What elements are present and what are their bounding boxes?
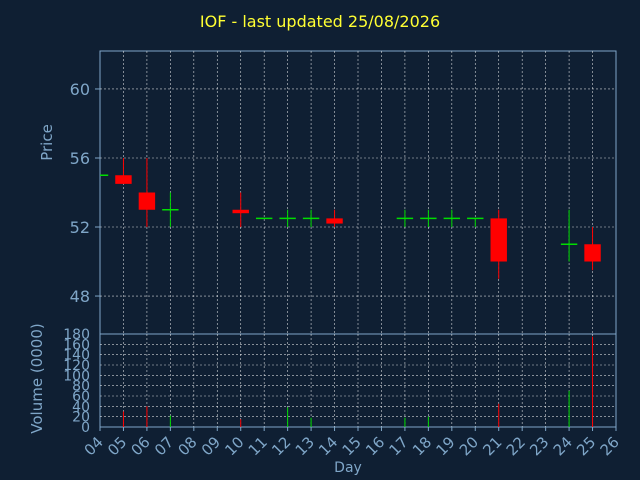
x-tick-label: 23: [526, 433, 552, 459]
x-tick-label: 14: [315, 433, 341, 459]
volume-tick-label: 0: [81, 420, 90, 436]
x-tick-label: 19: [432, 433, 458, 459]
x-tick-label: 12: [268, 433, 294, 459]
x-tick-label: 15: [339, 433, 365, 459]
volume-tick-label: 160: [63, 337, 90, 353]
x-tick-label: 17: [386, 433, 412, 459]
x-tick-label: 06: [128, 433, 154, 459]
volume-axis-label: Volume (0000): [28, 323, 46, 433]
x-tick-label: 07: [151, 433, 177, 459]
x-tick-label: 10: [221, 433, 247, 459]
volume-tick-label: 140: [63, 348, 90, 364]
volume-tick-label: 60: [72, 389, 90, 405]
x-tick-label: 22: [503, 433, 529, 459]
price-tick-label: 60: [70, 80, 90, 99]
chart-title: IOF - last updated 25/08/2026: [199, 12, 441, 31]
x-tick-label: 24: [550, 433, 576, 459]
volume-tick-label: 20: [72, 410, 90, 426]
x-tick-label: 21: [479, 433, 505, 459]
candle-body: [138, 192, 156, 210]
volume-tick-label: 120: [63, 358, 90, 374]
price-tick-label: 56: [70, 149, 90, 168]
candle-body: [326, 218, 343, 224]
x-tick-label: 08: [174, 433, 200, 459]
volume-tick-label: 100: [63, 368, 90, 384]
x-tick-label: 18: [409, 433, 435, 459]
candle-body: [115, 175, 132, 184]
x-tick-label: 16: [362, 433, 388, 459]
x-tick-label: 13: [292, 433, 318, 459]
price-tick-label: 52: [70, 218, 90, 237]
x-tick-label: 26: [597, 433, 623, 459]
volume-tick-label: 80: [72, 379, 90, 395]
x-tick-label: 25: [573, 433, 599, 459]
candle-body: [584, 244, 601, 262]
volume-tick-label: 180: [63, 327, 90, 343]
x-tick-label: 11: [245, 433, 271, 459]
x-tick-label: 20: [456, 433, 482, 459]
price-axis-label: Price: [38, 124, 56, 161]
candle-body: [490, 218, 507, 262]
x-tick-label: 05: [104, 433, 130, 459]
x-axis-label: Day: [334, 460, 362, 476]
x-tick-label: 09: [198, 433, 224, 459]
candle-body: [232, 209, 249, 214]
volume-tick-label: 40: [72, 399, 90, 415]
x-tick-label: 04: [81, 433, 107, 459]
price-tick-label: 48: [70, 287, 90, 306]
